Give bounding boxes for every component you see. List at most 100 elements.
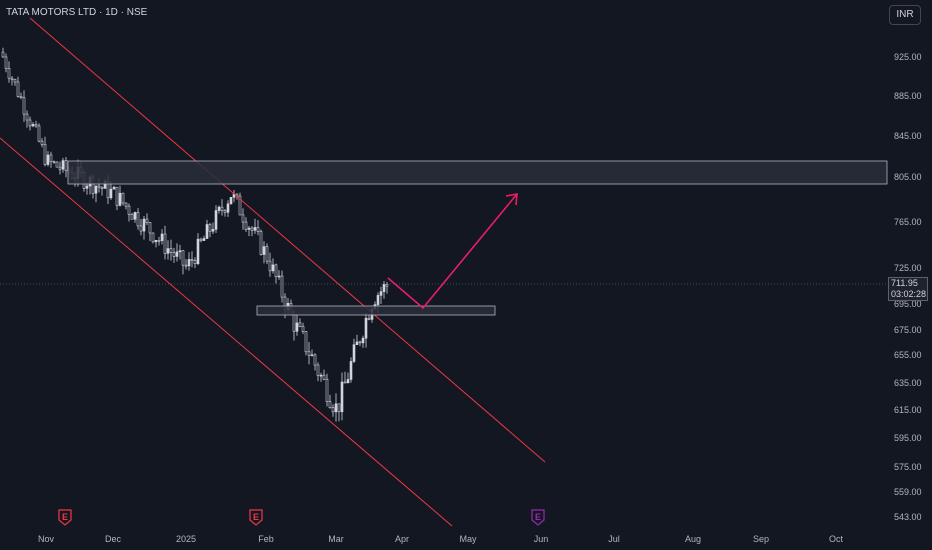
price-tick-label: 845.00 xyxy=(894,131,922,141)
candle-body xyxy=(226,203,230,213)
projection-path xyxy=(387,193,518,310)
candle-body xyxy=(115,186,119,206)
time-tick-label: Aug xyxy=(685,534,701,544)
candle-body xyxy=(160,233,164,241)
time-tick-label: 2025 xyxy=(176,534,196,544)
channel-lower-line xyxy=(0,137,453,527)
candle-body xyxy=(334,403,338,413)
candle-body xyxy=(379,291,383,296)
price-tick-label: 543.00 xyxy=(894,512,922,522)
candle-body xyxy=(337,403,341,413)
candle-body xyxy=(109,188,113,199)
candle-body xyxy=(130,214,134,220)
countdown-timer: 03:02:28 xyxy=(891,289,927,299)
earnings-marker[interactable]: E xyxy=(58,509,72,526)
candle-body xyxy=(367,317,371,320)
candle-body xyxy=(385,284,389,287)
candle-body xyxy=(262,246,266,255)
earnings-label: E xyxy=(253,512,259,522)
earnings-marker[interactable]: E xyxy=(531,509,545,526)
candle-body xyxy=(271,264,275,272)
candle-body xyxy=(358,341,362,344)
projection-arrowhead xyxy=(505,193,518,206)
candle-body xyxy=(304,331,308,353)
price-tick-label: 559.00 xyxy=(894,487,922,497)
projection-arrow xyxy=(387,193,518,310)
candle-body xyxy=(268,260,272,272)
channel-lines xyxy=(0,17,546,527)
candle-body xyxy=(313,354,317,366)
time-axis[interactable]: Nov Dec 2025 Feb Mar Apr May Jun Jul Aug Sep Oct xyxy=(38,534,844,544)
candle-body xyxy=(61,160,65,170)
last-price-value: 711.95 xyxy=(891,278,918,288)
candle-body xyxy=(85,185,89,189)
candle-body xyxy=(151,232,155,243)
candle-body xyxy=(31,124,35,127)
candle-body xyxy=(238,195,242,216)
candle-body xyxy=(298,322,302,327)
candle-body xyxy=(142,218,146,232)
earnings-label: E xyxy=(535,512,541,522)
candle-body xyxy=(100,186,104,189)
candle-body xyxy=(178,250,182,253)
candle-body xyxy=(280,275,284,298)
candle-body xyxy=(169,248,173,253)
currency-button[interactable]: INR xyxy=(889,5,921,25)
time-tick-label: Jul xyxy=(608,534,620,544)
candle-body xyxy=(22,97,26,115)
earnings-badge-shape xyxy=(58,509,72,526)
price-axis[interactable]: 925.00 885.00 845.00 805.00 765.00 725.00 695.… xyxy=(894,52,922,522)
candle-body xyxy=(37,125,41,142)
candle-body xyxy=(265,246,269,262)
candle-body xyxy=(211,229,215,232)
candle-body xyxy=(46,154,50,165)
candle-body xyxy=(40,140,44,145)
candle-body xyxy=(250,227,254,231)
candle-body xyxy=(34,124,38,127)
candle-body xyxy=(376,295,380,305)
candle-body xyxy=(349,361,353,380)
resistance-zone xyxy=(67,160,888,185)
candle-body xyxy=(4,56,8,69)
candle-body xyxy=(121,192,125,204)
candle-body xyxy=(16,81,20,97)
time-tick-label: Sep xyxy=(753,534,769,544)
candle-body xyxy=(154,240,158,243)
time-tick-label: Oct xyxy=(829,534,844,544)
candle-body xyxy=(196,238,200,264)
candle-body xyxy=(382,284,386,292)
candle-body xyxy=(340,381,344,413)
price-tick-label: 575.00 xyxy=(894,462,922,472)
symbol-title[interactable]: TATA MOTORS LTD · 1D · NSE xyxy=(6,7,148,18)
channel-upper-line xyxy=(29,17,546,463)
price-tick-label: 725.00 xyxy=(894,263,922,273)
candle-body xyxy=(190,259,194,261)
candle-body xyxy=(166,248,170,254)
candle-body xyxy=(253,227,257,231)
candle-body xyxy=(202,238,206,241)
candle-body xyxy=(97,185,101,188)
price-tick-label: 595.00 xyxy=(894,433,922,443)
earnings-marker[interactable]: E xyxy=(249,509,263,526)
candle-body xyxy=(328,401,332,408)
time-tick-label: Jun xyxy=(534,534,549,544)
time-tick-label: Dec xyxy=(105,534,122,544)
time-tick-label: Feb xyxy=(258,534,274,544)
candle-body xyxy=(181,250,185,266)
candle-body xyxy=(199,238,203,241)
candle-body xyxy=(43,144,47,165)
price-tick-label: 615.00 xyxy=(894,405,922,415)
candle-body xyxy=(7,67,11,79)
candle-body xyxy=(145,218,149,223)
candle-body xyxy=(175,251,179,257)
time-tick-label: Nov xyxy=(38,534,55,544)
candle-body xyxy=(55,161,59,168)
candle-body xyxy=(307,351,311,356)
candle-body xyxy=(58,166,62,170)
candle-body xyxy=(301,325,305,332)
candle-body xyxy=(187,259,191,267)
price-tick-label: 655.00 xyxy=(894,350,922,360)
price-tick-label: 805.00 xyxy=(894,172,922,182)
